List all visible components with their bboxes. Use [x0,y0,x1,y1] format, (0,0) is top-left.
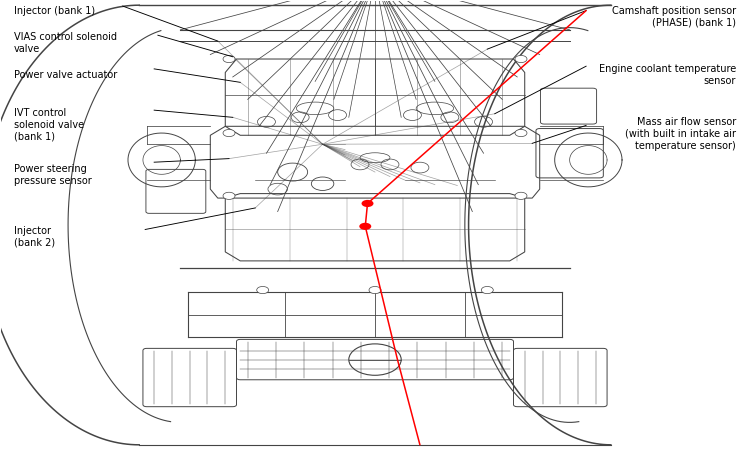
Text: Power valve actuator: Power valve actuator [14,70,118,80]
Circle shape [515,192,527,199]
Circle shape [256,287,268,294]
Text: Injector (bank 1): Injector (bank 1) [14,6,95,16]
Circle shape [223,55,235,63]
Circle shape [223,130,235,137]
Circle shape [362,200,374,207]
Circle shape [515,130,527,137]
Circle shape [482,287,494,294]
Circle shape [359,223,371,230]
Text: Injector
(bank 2): Injector (bank 2) [14,226,55,248]
Circle shape [515,55,527,63]
Text: Mass air flow sensor
(with built in intake air
temperature sensor): Mass air flow sensor (with built in inta… [625,117,736,151]
Circle shape [223,192,235,199]
Text: IVT control
solenoid valve
(bank 1): IVT control solenoid valve (bank 1) [14,108,84,142]
Text: Power steering
pressure sensor: Power steering pressure sensor [14,164,92,186]
Text: Engine coolant temperature
sensor: Engine coolant temperature sensor [598,64,736,86]
Circle shape [369,287,381,294]
Text: VIAS control solenoid
valve: VIAS control solenoid valve [14,32,117,54]
Text: Camshaft position sensor
(PHASE) (bank 1): Camshaft position sensor (PHASE) (bank 1… [612,6,736,28]
